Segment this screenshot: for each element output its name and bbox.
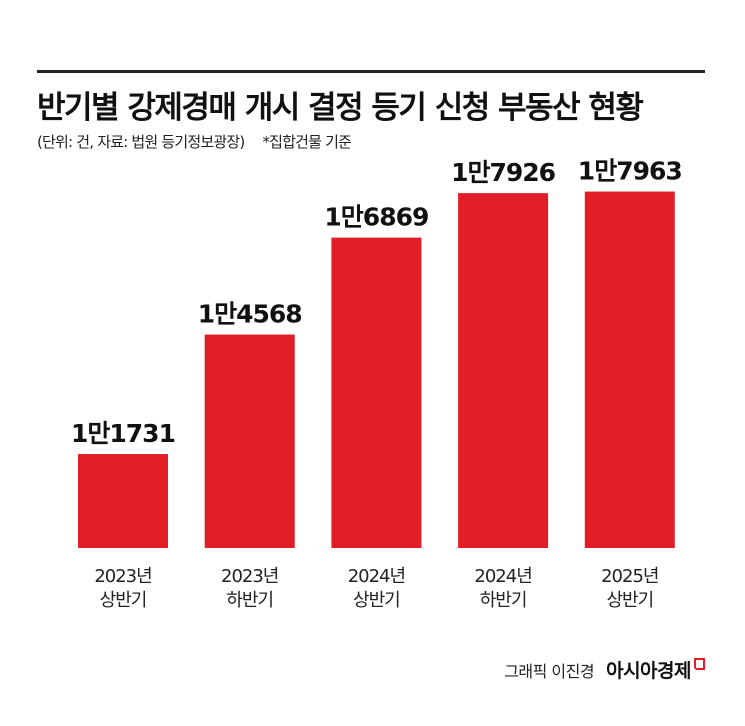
unit-source: (단위: 건, 자료: 법원 등기정보광장) (37, 133, 245, 151)
category-label: 상반기 (606, 590, 653, 611)
bar (78, 454, 168, 548)
bar (331, 237, 422, 548)
data-label: 1만1731 (71, 419, 175, 448)
logo-mark-icon (694, 657, 705, 670)
data-label: 1만7926 (451, 158, 556, 187)
top-rule (37, 70, 705, 73)
category-label: 2023년 (94, 566, 151, 587)
bar (584, 191, 675, 548)
credit: 그래픽 이진경 아시아경제 (504, 656, 705, 683)
data-label: 1만6869 (324, 203, 428, 232)
category-label: 2025년 (601, 566, 658, 587)
chart-title: 반기별 강제경매 개시 결정 등기 신청 부동산 현황 (37, 90, 644, 126)
bar (458, 193, 549, 548)
footnote: *집합건물 기준 (262, 133, 352, 151)
data-label: 1만4568 (198, 300, 302, 329)
data-label: 1만7963 (578, 157, 682, 186)
category-label: 상반기 (353, 590, 400, 611)
bar (204, 334, 295, 548)
graphic-credit: 그래픽 이진경 (504, 661, 595, 681)
category-label: 2023년 (221, 566, 278, 587)
category-label: 2024년 (348, 566, 405, 587)
chart-subtitle: (단위: 건, 자료: 법원 등기정보광장) *집합건물 기준 (37, 131, 365, 152)
category-label: 하반기 (480, 590, 527, 611)
category-label: 상반기 (100, 590, 147, 611)
publisher-logo: 아시아경제 (606, 660, 691, 682)
category-label: 2024년 (474, 566, 531, 587)
category-label: 하반기 (226, 590, 273, 611)
